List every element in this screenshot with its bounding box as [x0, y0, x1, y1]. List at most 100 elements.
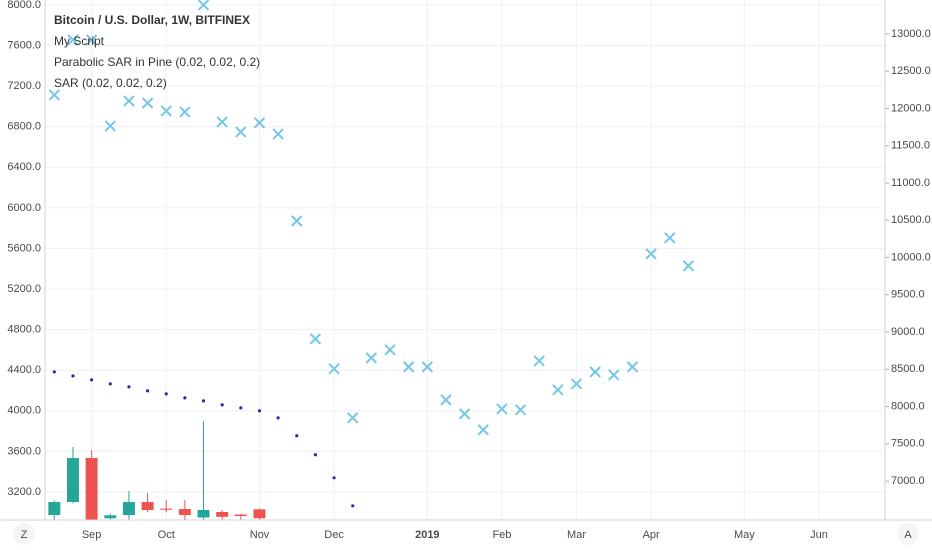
sar-cross [347, 412, 359, 424]
legend-entry: SAR (0.02, 0.02, 0.2) [54, 76, 167, 90]
y-tick-label: 4000.0 [7, 405, 41, 417]
y-tick-label: 3200.0 [7, 486, 41, 498]
sar-dot [257, 409, 262, 413]
y2-tick-label: 13000.0 [891, 28, 931, 40]
y2-tick-label: 12000.0 [891, 102, 931, 114]
sar-cross [514, 404, 527, 416]
sar-cross [85, 34, 98, 46]
candle-body [160, 508, 173, 510]
chart-title: Bitcoin / U.S. Dollar, 1W, BITFINEX [54, 13, 250, 27]
y-tick-label: 6000.0 [7, 202, 41, 214]
sar-cross [570, 378, 583, 390]
y2-tick-label: 9000.0 [891, 326, 925, 338]
sar-dot [220, 403, 224, 407]
sar-dot [351, 504, 355, 508]
sar-cross [402, 361, 415, 373]
sar-cross [664, 232, 676, 244]
x-tick-label: Jun [810, 529, 828, 541]
y-tick-label: 7200.0 [7, 80, 41, 92]
sar-cross [328, 363, 340, 375]
candle-body [197, 510, 210, 518]
sar-cross [477, 424, 489, 436]
x-tick-label: Nov [250, 529, 270, 541]
sar-cross [645, 248, 657, 260]
sar-cross [384, 344, 396, 356]
sar-cross [365, 352, 378, 364]
y-tick-label: 3600.0 [7, 445, 41, 457]
candle-body [178, 509, 191, 516]
sar-cross [197, 0, 210, 11]
x-tick-label: Mar [567, 529, 586, 541]
axes: 3200.0 3600.0 4000.0 4400.0 4800.0 5200.0 5600… [7, 0, 930, 541]
sar-dot [295, 434, 299, 438]
y-tick-label: 5600.0 [7, 242, 41, 254]
sar-cross [458, 408, 471, 420]
grid [45, 0, 885, 520]
sar-dot [332, 476, 336, 480]
axis-button-label[interactable]: Z [21, 529, 28, 541]
sar-cross [235, 126, 247, 138]
y-tick-label: 4400.0 [7, 364, 41, 376]
y2-tick-label: 7000.0 [891, 475, 925, 487]
candle-body [48, 502, 61, 516]
sar-cross [291, 215, 303, 227]
sar-cross [67, 34, 79, 46]
sar-cross [141, 97, 154, 109]
sar-cross [160, 105, 172, 117]
candle-body [253, 509, 266, 519]
axis-button-label[interactable]: A [904, 529, 912, 541]
sar-cross [533, 355, 545, 367]
y2-tick-label: 8000.0 [891, 400, 925, 412]
y2-tick-label: 10000.0 [891, 251, 931, 263]
sar-dot [239, 406, 243, 410]
y2-tick-label: 12500.0 [891, 65, 931, 77]
candle-body [122, 502, 135, 516]
x-tick-label: Dec [324, 529, 344, 541]
y2-tick-label: 7500.0 [891, 438, 925, 450]
y2-tick-label: 11000.0 [891, 177, 930, 189]
sar-cross [552, 384, 564, 396]
y-tick-label: 5200.0 [7, 283, 41, 295]
sar-dot [183, 396, 187, 400]
sar-dot [313, 453, 318, 457]
sar-dot [201, 399, 206, 403]
candle-body [141, 502, 154, 511]
sar-cross [48, 89, 61, 101]
y2-tick-label: 9500.0 [891, 289, 925, 301]
sar-cross [496, 403, 508, 415]
x-tick-label: Sep [82, 529, 102, 541]
sar-cross [179, 106, 191, 118]
sar-cross [216, 116, 228, 128]
x-tick-label: Apr [643, 529, 660, 541]
candle-body [66, 458, 79, 503]
sar-cross [589, 366, 601, 378]
sar-dot [108, 382, 112, 386]
candle-body [216, 512, 229, 517]
y2-tick-label: 8500.0 [891, 363, 925, 375]
candle-body [85, 458, 98, 520]
sar-cross [123, 95, 135, 107]
sar-dot [71, 374, 75, 378]
sar-dot [52, 370, 56, 374]
study-label: My Script [54, 34, 105, 48]
y-tick-label: 8000.0 [7, 0, 41, 11]
sar-cross [440, 394, 452, 406]
candle-body [104, 515, 117, 519]
sar-cross [272, 128, 284, 140]
y2-tick-label: 10500.0 [891, 214, 931, 226]
sar-cross [626, 361, 639, 373]
x-tick-label: 2019 [415, 529, 439, 541]
x-tick-label: May [734, 529, 755, 541]
sar-cross [104, 120, 116, 132]
y-tick-label: 6800.0 [7, 121, 41, 133]
sar-dot [276, 416, 280, 420]
y-tick-label: 7600.0 [7, 39, 41, 51]
sar-dot [90, 378, 94, 382]
sar-cross [253, 117, 266, 129]
x-tick-label: Oct [158, 529, 175, 541]
y2-tick-label: 11500.0 [891, 140, 930, 152]
sar-cross [421, 361, 434, 373]
axis-button[interactable] [13, 523, 35, 545]
axis-button[interactable] [897, 523, 919, 545]
